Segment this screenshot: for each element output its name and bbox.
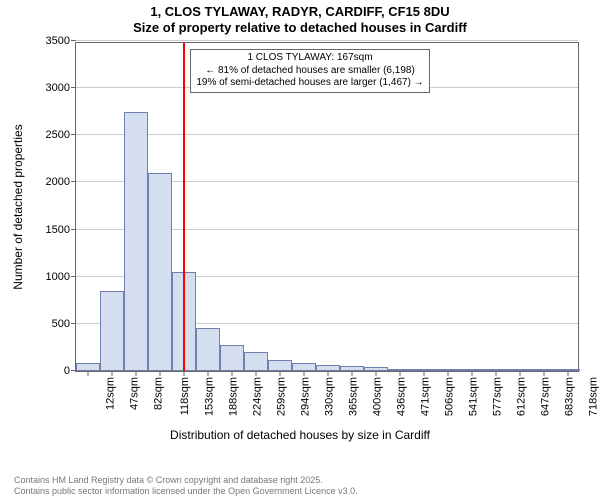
x-tick-mark [184,371,185,376]
histogram-bar [268,360,292,371]
x-axis-label: Distribution of detached houses by size … [170,428,430,442]
y-tick-label: 1000 [46,271,76,283]
annotation-box: 1 CLOS TYLAWAY: 167sqm ← 81% of detached… [190,49,430,93]
x-tick-label: 82sqm [153,377,165,410]
footer-line-1: Contains HM Land Registry data © Crown c… [14,475,323,486]
x-tick-label: 436sqm [396,377,408,416]
x-tick-mark [88,371,89,376]
x-tick-mark [544,371,545,376]
y-tick-label: 500 [52,318,76,330]
x-tick-label: 541sqm [468,377,480,416]
x-tick-label: 12sqm [105,377,117,410]
x-tick-label: 188sqm [228,377,240,416]
annotation-property: 1 CLOS TYLAWAY: 167sqm [195,52,425,65]
histogram-bar [292,363,316,371]
y-tick-label: 2500 [46,129,76,141]
x-tick-mark [208,371,209,376]
x-tick-mark [424,371,425,376]
x-tick-label: 47sqm [129,377,141,410]
y-tick-mark [71,323,76,324]
histogram-bar [196,328,220,371]
x-tick-label: 647sqm [540,377,552,416]
x-tick-label: 224sqm [252,377,264,416]
x-tick-label: 118sqm [179,377,191,415]
chart-title-subtitle: Size of property relative to detached ho… [0,20,600,36]
x-tick-mark [472,371,473,376]
x-tick-label: 153sqm [204,377,216,416]
x-tick-label: 577sqm [492,377,504,416]
y-tick-label: 3000 [46,82,76,94]
x-tick-mark [448,371,449,376]
y-tick-mark [71,87,76,88]
x-tick-mark [496,371,497,376]
x-tick-mark [112,371,113,376]
x-tick-label: 612sqm [516,377,528,416]
histogram-bar [244,352,268,371]
y-tick-label: 3500 [46,35,76,47]
annotation-smaller: ← 81% of detached houses are smaller (6,… [195,65,425,78]
x-tick-mark [520,371,521,376]
x-tick-label: 718sqm [588,377,600,416]
y-axis-label: Number of detached properties [11,124,25,289]
y-tick-mark [71,134,76,135]
histogram-bar [76,363,100,371]
x-tick-mark [280,371,281,376]
histogram-bar [100,291,124,371]
x-tick-mark [328,371,329,376]
y-tick-mark [71,181,76,182]
x-tick-label: 294sqm [300,377,312,416]
gridline [76,40,578,41]
x-tick-mark [352,371,353,376]
gridline [76,134,578,135]
chart-container: 1, CLOS TYLAWAY, RADYR, CARDIFF, CF15 8D… [0,0,600,500]
plot-area: 1 CLOS TYLAWAY: 167sqm ← 81% of detached… [75,42,579,372]
property-marker-line [183,43,185,371]
x-tick-mark [136,371,137,376]
chart-title-address: 1, CLOS TYLAWAY, RADYR, CARDIFF, CF15 8D… [0,0,600,20]
x-tick-mark [160,371,161,376]
x-tick-mark [304,371,305,376]
annotation-larger: 19% of semi-detached houses are larger (… [195,77,425,90]
x-tick-label: 683sqm [564,377,576,416]
y-tick-label: 1500 [46,224,76,236]
y-tick-label: 2000 [46,176,76,188]
x-tick-mark [376,371,377,376]
histogram-bar [124,112,148,371]
histogram-bar [148,173,172,371]
x-tick-label: 330sqm [324,377,336,416]
x-tick-label: 471sqm [420,377,432,416]
y-tick-label: 0 [64,365,76,377]
y-tick-mark [71,370,76,371]
footer-line-2: Contains public sector information licen… [14,486,358,497]
x-tick-label: 259sqm [276,377,288,416]
x-tick-mark [256,371,257,376]
y-tick-mark [71,229,76,230]
x-tick-label: 365sqm [348,377,360,416]
y-tick-mark [71,276,76,277]
x-tick-label: 400sqm [372,377,384,416]
y-tick-mark [71,40,76,41]
histogram-bar [220,345,244,371]
x-tick-mark [232,371,233,376]
x-tick-mark [400,371,401,376]
x-tick-mark [568,371,569,376]
x-tick-label: 506sqm [444,377,456,416]
